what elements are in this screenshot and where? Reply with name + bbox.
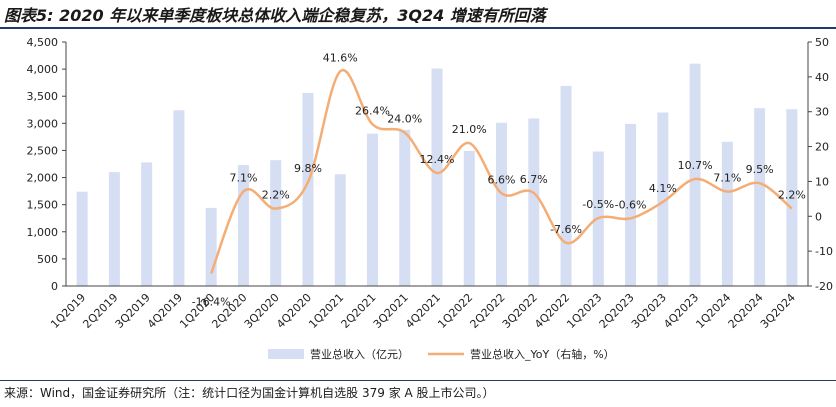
yoy-data-label: 24.0% bbox=[387, 113, 422, 126]
bar bbox=[205, 207, 217, 286]
line-series bbox=[210, 68, 793, 274]
y-tick-label-left: 500 bbox=[37, 253, 58, 266]
y-tick-label-right: 20 bbox=[815, 141, 829, 154]
bar bbox=[786, 109, 798, 286]
bar-series bbox=[76, 63, 798, 287]
yoy-data-label: -7.6% bbox=[550, 223, 582, 236]
y-tick-label-right: 40 bbox=[815, 71, 829, 84]
y-tick-label-left: 4,500 bbox=[27, 36, 59, 49]
bar bbox=[366, 133, 378, 286]
legend-label-bar: 营业总收入（亿元） bbox=[310, 347, 409, 361]
y-tick-label-left: 2,500 bbox=[27, 144, 59, 157]
bar bbox=[334, 174, 346, 286]
source-rule bbox=[0, 380, 836, 381]
bar bbox=[754, 108, 766, 286]
bar bbox=[302, 92, 314, 286]
yoy-data-label: 21.0% bbox=[452, 123, 487, 136]
x-tick-label: 3Q2024 bbox=[758, 291, 798, 331]
y-tick-label-right: 30 bbox=[815, 106, 829, 119]
legend-swatch-bar bbox=[268, 349, 304, 359]
y-tick-label-left: 0 bbox=[51, 280, 58, 293]
bar bbox=[496, 122, 508, 287]
yoy-data-label: 9.8% bbox=[294, 162, 322, 175]
chart-title: 图表5: 2020 年以来单季度板块总体收入端企稳复苏，3Q24 增速有所回落 bbox=[4, 6, 546, 25]
y-tick-label-left: 1,500 bbox=[27, 199, 59, 212]
y-tick-label-left: 4,000 bbox=[27, 63, 59, 76]
bar bbox=[270, 160, 282, 286]
yoy-data-label: 6.7% bbox=[520, 173, 548, 186]
y-tick-label-right: 10 bbox=[815, 175, 829, 188]
y-tick-label-right: 50 bbox=[815, 36, 829, 49]
y-tick-label-left: 3,500 bbox=[27, 90, 59, 103]
bar bbox=[237, 165, 249, 286]
bar bbox=[76, 191, 88, 286]
yoy-data-label: 6.6% bbox=[488, 173, 516, 186]
legend: 营业总收入（亿元） 营业总收入_YoY（右轴，%） bbox=[268, 347, 615, 361]
y-tick-label-right: -20 bbox=[815, 280, 833, 293]
chart: 05001,0001,5002,0002,5003,0003,5004,0004… bbox=[27, 36, 833, 361]
yoy-data-label: 4.1% bbox=[649, 182, 677, 195]
bar bbox=[560, 85, 572, 286]
y-tick-label-right: -10 bbox=[815, 245, 833, 258]
yoy-line bbox=[210, 68, 793, 274]
yoy-data-label: 7.1% bbox=[229, 172, 257, 185]
bar bbox=[399, 129, 411, 286]
bar bbox=[141, 162, 153, 286]
yoy-data-label: 26.4% bbox=[355, 104, 390, 117]
legend-label-line: 营业总收入_YoY（右轴，%） bbox=[470, 347, 615, 361]
bar bbox=[625, 123, 637, 287]
bar bbox=[657, 112, 669, 286]
title-rule bbox=[0, 27, 836, 29]
bar bbox=[173, 110, 185, 286]
y-tick-label-left: 1,000 bbox=[27, 226, 59, 239]
bar bbox=[108, 172, 120, 286]
bar bbox=[689, 63, 701, 286]
bar bbox=[721, 141, 733, 286]
yoy-data-label: 7.1% bbox=[713, 172, 741, 185]
y-tick-label-left: 3,000 bbox=[27, 117, 59, 130]
yoy-data-label: 2.2% bbox=[262, 189, 290, 202]
yoy-data-label: 2.2% bbox=[778, 189, 806, 202]
data-labels: -16.4% 7.1% 2.2% 9.8% 41.6% 26.4%24.0% 12.4% 21… bbox=[192, 51, 806, 308]
yoy-data-label: 10.7% bbox=[678, 159, 713, 172]
bar bbox=[463, 150, 475, 286]
yoy-data-label: -16.4% bbox=[192, 295, 231, 308]
yoy-data-label: 12.4% bbox=[420, 153, 455, 166]
yoy-data-label: -0.5% bbox=[582, 198, 614, 211]
bar bbox=[431, 68, 443, 286]
yoy-data-label: 9.5% bbox=[746, 163, 774, 176]
yoy-data-label: -0.6% bbox=[615, 198, 647, 211]
yoy-data-label: 41.6% bbox=[323, 51, 358, 64]
source-note: 来源：Wind，国金证券研究所（注：统计口径为国金计算机自选股 379 家 A … bbox=[4, 386, 495, 400]
bar bbox=[528, 118, 540, 286]
y-tick-label-left: 2,000 bbox=[27, 172, 59, 185]
y-tick-label-right: 0 bbox=[815, 210, 822, 223]
